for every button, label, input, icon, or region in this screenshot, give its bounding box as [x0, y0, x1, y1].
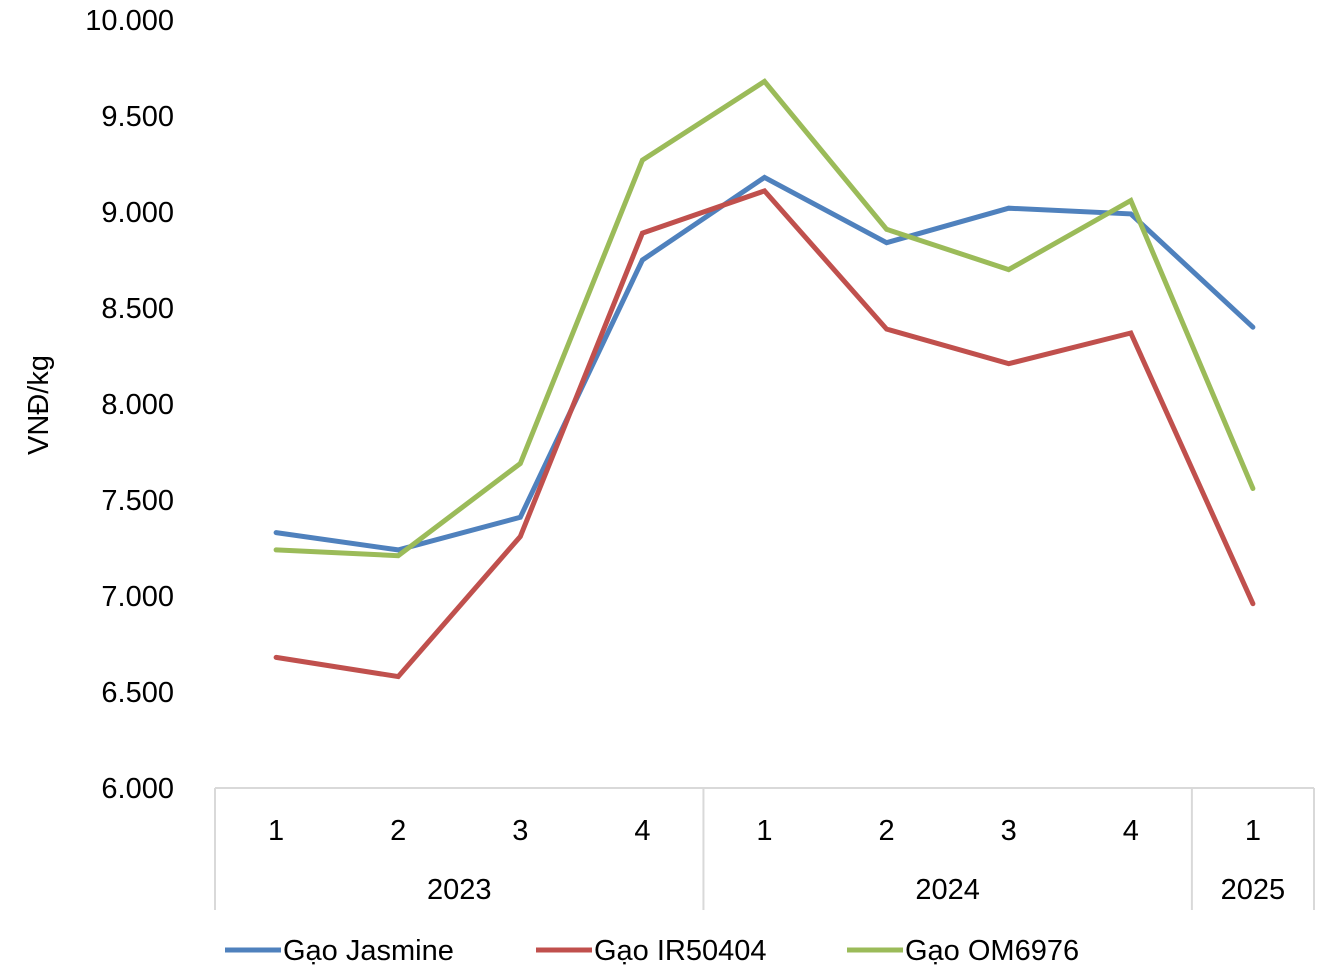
series-line-2	[273, 187, 1256, 680]
y-tick-label: 8.500	[101, 293, 174, 325]
x-group-label: 2024	[915, 874, 980, 906]
legend: Gạo Jasmine Gạo IR50404 Gạo OM6976	[225, 935, 1079, 967]
x-tick-label: 4	[634, 815, 650, 847]
legend-label: Gạo IR50404	[594, 935, 767, 967]
x-tick-label: 1	[1245, 815, 1261, 847]
y-tick-label: 8.000	[101, 389, 174, 421]
series-layer	[273, 78, 1256, 680]
y-tick-label: 6.000	[101, 773, 174, 805]
y-tick-label: 9.000	[101, 197, 174, 229]
series-line-3	[273, 78, 1256, 559]
y-axis: 6.000 6.500 7.000 7.500 8.000 8.500 9.000 9.500…	[85, 5, 174, 805]
x-tick-label: 3	[1001, 815, 1017, 847]
x-axis: 2023 2024 2025 1 2 3 4 1 2 3 4 1	[214, 787, 1315, 910]
x-tick-label: 4	[1123, 815, 1139, 847]
y-tick-label: 10.000	[85, 5, 174, 37]
x-group-label: 2023	[427, 874, 492, 906]
series-line-1	[273, 174, 1256, 553]
y-tick-label: 7.000	[101, 581, 174, 613]
y-tick-label: 9.500	[101, 101, 174, 133]
y-axis-title: VNĐ/kg	[23, 355, 55, 455]
x-tick-label: 2	[879, 815, 895, 847]
legend-label: Gạo Jasmine	[283, 935, 454, 967]
legend-label: Gạo OM6976	[905, 935, 1079, 967]
y-tick-label: 7.500	[101, 485, 174, 517]
x-tick-label: 3	[512, 815, 528, 847]
y-tick-label: 6.500	[101, 677, 174, 709]
x-tick-label: 2	[390, 815, 406, 847]
x-tick-label: 1	[756, 815, 772, 847]
x-tick-label: 1	[268, 815, 284, 847]
x-group-label: 2025	[1221, 874, 1286, 906]
